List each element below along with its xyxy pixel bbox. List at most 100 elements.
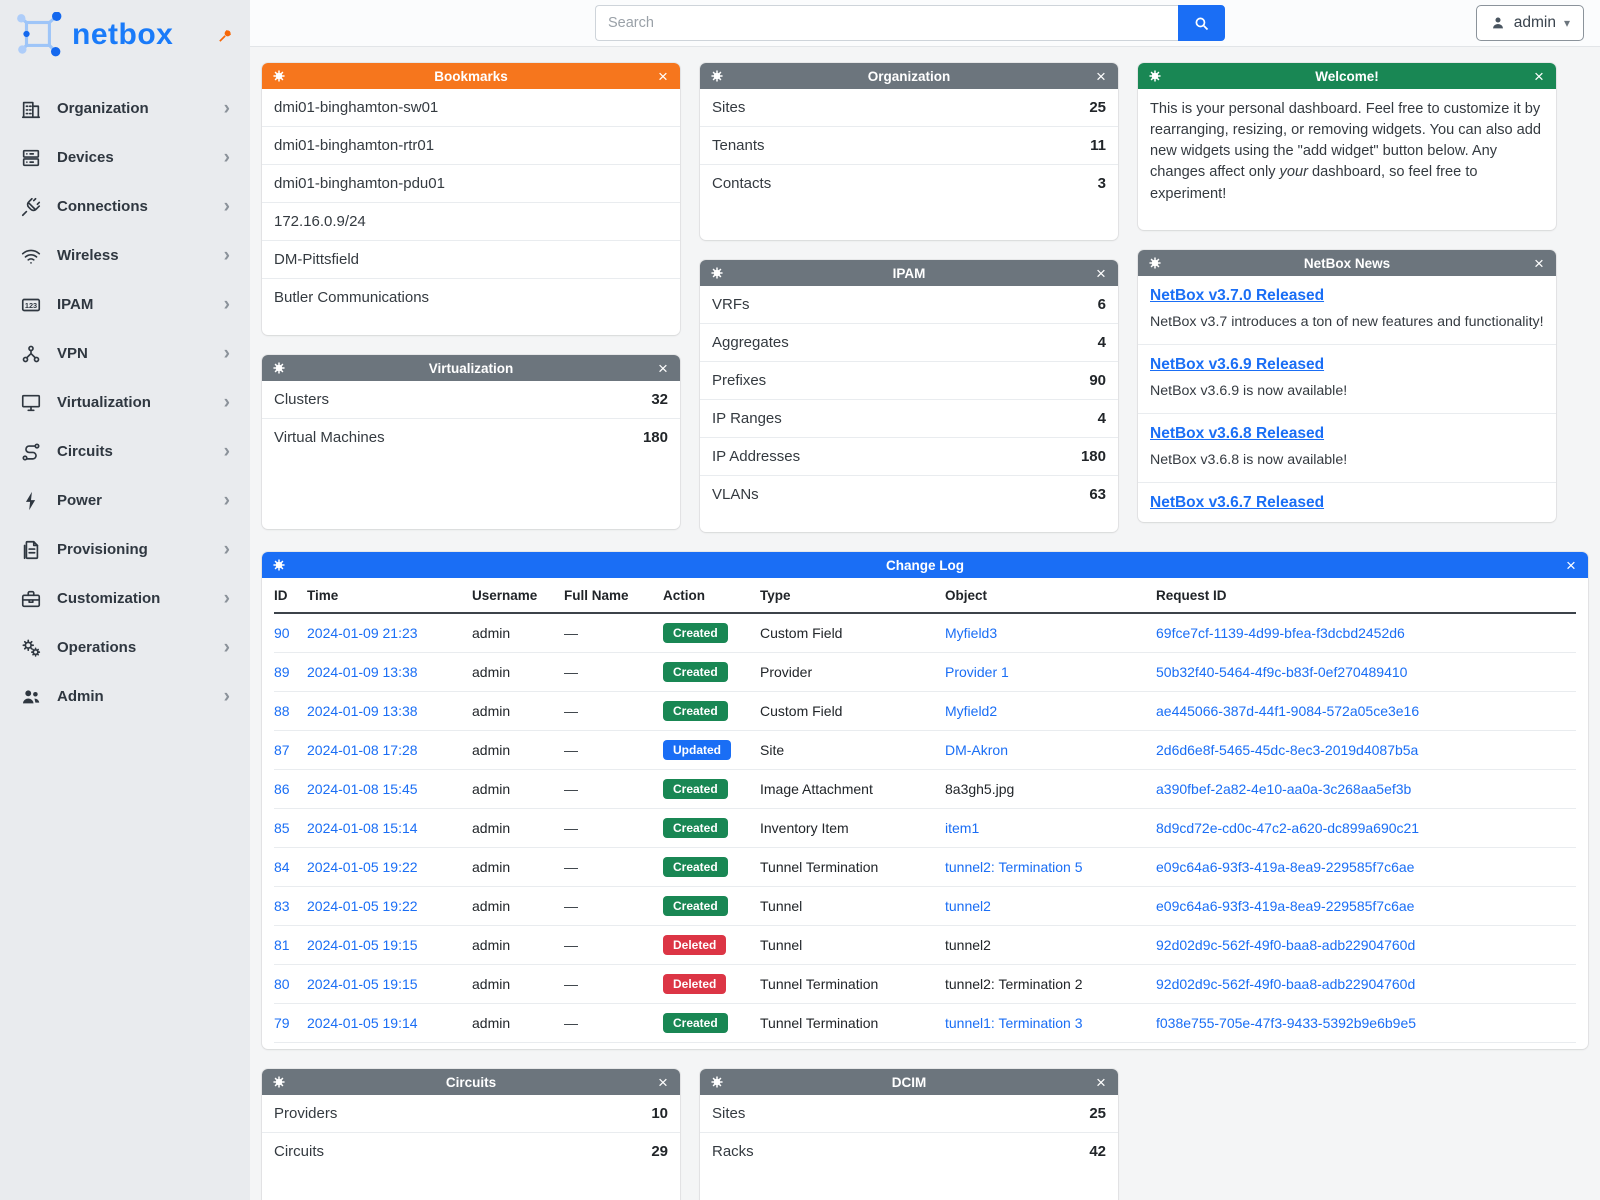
widget-close-icon[interactable] xyxy=(1094,265,1108,282)
widget-close-icon[interactable] xyxy=(1094,68,1108,85)
widget-config-icon[interactable] xyxy=(1148,69,1162,83)
request-id-link[interactable]: 92d02d9c-562f-49f0-baa8-adb22904760d xyxy=(1156,937,1416,953)
change-time-link[interactable]: 2024-01-09 13:38 xyxy=(307,664,418,680)
request-id-link[interactable]: f038e755-705e-47f3-9433-5392b9e6b9e5 xyxy=(1156,1015,1417,1031)
change-object[interactable]: DM-Akron xyxy=(945,742,1009,758)
stat-value[interactable]: 63 xyxy=(1089,486,1106,503)
widget-close-icon[interactable] xyxy=(1564,557,1578,574)
bookmark-item[interactable]: dmi01-binghamton-sw01 xyxy=(274,99,439,116)
sidebar-item[interactable]: Connections xyxy=(0,182,250,231)
netbox-logo-icon[interactable] xyxy=(14,12,64,58)
stat-value[interactable]: 180 xyxy=(642,429,668,446)
news-link[interactable]: NetBox v3.7.0 Released xyxy=(1150,287,1325,304)
search-input[interactable] xyxy=(595,5,1178,41)
sidebar-item[interactable]: Wireless xyxy=(0,231,250,280)
widget-close-icon[interactable] xyxy=(1532,255,1546,272)
search-button[interactable] xyxy=(1178,5,1225,41)
change-object[interactable]: Myfield2 xyxy=(945,703,998,719)
sidebar-item[interactable]: Devices xyxy=(0,133,250,182)
stat-value[interactable]: 25 xyxy=(1089,99,1106,116)
widget-config-icon[interactable] xyxy=(710,266,724,280)
change-id-link[interactable]: 88 xyxy=(274,703,290,719)
change-id-link[interactable]: 89 xyxy=(274,664,290,680)
change-id-link[interactable]: 86 xyxy=(274,781,290,797)
pin-sidebar-icon[interactable] xyxy=(217,27,234,44)
request-id-link[interactable]: 50b32f40-5464-4f9c-b83f-0ef270489410 xyxy=(1156,664,1408,680)
change-id-link[interactable]: 87 xyxy=(274,742,290,758)
change-time-link[interactable]: 2024-01-08 15:14 xyxy=(307,820,418,836)
change-time-link[interactable]: 2024-01-05 19:22 xyxy=(307,859,418,875)
widget-close-icon[interactable] xyxy=(656,1074,670,1091)
request-id-link[interactable]: e09c64a6-93f3-419a-8ea9-229585f7c6ae xyxy=(1156,898,1415,914)
change-time-link[interactable]: 2024-01-05 19:14 xyxy=(307,1015,418,1031)
request-id-link[interactable]: ae445066-387d-44f1-9084-572a05ce3e16 xyxy=(1156,703,1420,719)
bookmark-item[interactable]: 172.16.0.9/24 xyxy=(262,202,680,240)
request-id-link[interactable]: 92d02d9c-562f-49f0-baa8-adb22904760d xyxy=(1156,976,1416,992)
change-object[interactable]: item1 xyxy=(945,820,980,836)
widget-close-icon[interactable] xyxy=(656,68,670,85)
request-id-link[interactable]: 8d9cd72e-cd0c-47c2-a620-dc899a690c21 xyxy=(1156,820,1420,836)
change-id-link[interactable]: 85 xyxy=(274,820,290,836)
stat-value[interactable]: 3 xyxy=(1097,175,1106,192)
widget-close-icon[interactable] xyxy=(1094,1074,1108,1091)
change-object[interactable]: tunnel1: Termination 3 xyxy=(945,1015,1083,1031)
sidebar-item[interactable]: 123 IPAM xyxy=(0,280,250,329)
change-time-link[interactable]: 2024-01-05 19:15 xyxy=(307,976,418,992)
widget-config-icon[interactable] xyxy=(272,361,286,375)
stat-value[interactable]: 4 xyxy=(1097,334,1106,351)
sidebar-item[interactable]: Circuits xyxy=(0,427,250,476)
change-time-link[interactable]: 2024-01-05 19:22 xyxy=(307,898,418,914)
stat-value[interactable]: 90 xyxy=(1089,372,1106,389)
change-object[interactable]: tunnel2 xyxy=(945,898,991,914)
stat-value[interactable]: 180 xyxy=(1080,448,1106,465)
change-time-link[interactable]: 2024-01-09 21:23 xyxy=(307,625,418,641)
sidebar-item[interactable]: VPN xyxy=(0,329,250,378)
widget-config-icon[interactable] xyxy=(272,69,286,83)
stat-value[interactable]: 32 xyxy=(651,391,668,408)
change-object[interactable]: Myfield3 xyxy=(945,625,998,641)
change-time-link[interactable]: 2024-01-08 17:28 xyxy=(307,742,418,758)
request-id-link[interactable]: 69fce7cf-1139-4d99-bfea-f3dcbd2452d6 xyxy=(1156,625,1405,641)
change-time-link[interactable]: 2024-01-09 13:38 xyxy=(307,703,418,719)
sidebar-item[interactable]: Provisioning xyxy=(0,525,250,574)
sidebar-item[interactable]: Customization xyxy=(0,574,250,623)
news-link[interactable]: NetBox v3.6.9 Released xyxy=(1150,355,1325,373)
news-link[interactable]: NetBox v3.6.8 Released xyxy=(1150,424,1325,442)
stat-value[interactable]: 11 xyxy=(1090,137,1106,154)
widget-config-icon[interactable] xyxy=(710,69,724,83)
change-time-link[interactable]: 2024-01-05 19:15 xyxy=(307,937,418,953)
change-id-link[interactable]: 79 xyxy=(274,1015,290,1031)
change-id-link[interactable]: 90 xyxy=(274,625,290,641)
stat-value[interactable]: 10 xyxy=(651,1105,668,1122)
change-object[interactable]: Provider 1 xyxy=(945,664,1009,680)
bookmark-item[interactable]: Butler Communications xyxy=(262,278,680,316)
sidebar-item[interactable]: Operations xyxy=(0,623,250,672)
widget-config-icon[interactable] xyxy=(272,558,286,572)
change-id-link[interactable]: 84 xyxy=(274,859,290,875)
news-link[interactable]: NetBox v3.6.7 Released xyxy=(1150,493,1325,511)
widget-close-icon[interactable] xyxy=(656,360,670,377)
sidebar-item[interactable]: Virtualization xyxy=(0,378,250,427)
widget-config-icon[interactable] xyxy=(1148,256,1162,270)
stat-value[interactable]: 4 xyxy=(1097,410,1106,427)
sidebar-item[interactable]: Organization xyxy=(0,84,250,133)
stat-value[interactable]: 6 xyxy=(1097,296,1106,313)
bookmark-item[interactable]: DM-Pittsfield xyxy=(262,240,680,278)
change-id-link[interactable]: 81 xyxy=(274,937,290,953)
request-id-link[interactable]: 2d6d6e8f-5465-45dc-8ec3-2019d4087b5a xyxy=(1156,742,1419,758)
user-menu-button[interactable]: admin xyxy=(1475,5,1584,41)
bookmark-item[interactable]: dmi01-binghamton-pdu01 xyxy=(262,164,680,202)
widget-config-icon[interactable] xyxy=(272,1075,286,1089)
request-id-link[interactable]: e09c64a6-93f3-419a-8ea9-229585f7c6ae xyxy=(1156,859,1415,875)
change-id-link[interactable]: 80 xyxy=(274,976,290,992)
stat-value[interactable]: 29 xyxy=(651,1143,668,1160)
change-object[interactable]: 8a3gh5.jpg xyxy=(945,781,1015,797)
widget-close-icon[interactable] xyxy=(1532,68,1546,85)
stat-value[interactable]: 25 xyxy=(1089,1105,1106,1122)
change-object[interactable]: tunnel2 xyxy=(945,937,991,953)
change-id-link[interactable]: 83 xyxy=(274,898,290,914)
change-object[interactable]: tunnel2: Termination 5 xyxy=(945,859,1083,875)
sidebar-item[interactable]: Admin xyxy=(0,672,250,721)
request-id-link[interactable]: a390fbef-2a82-4e10-aa0a-3c268aa5ef3b xyxy=(1156,781,1412,797)
bookmark-item[interactable]: dmi01-binghamton-rtr01 xyxy=(262,126,680,164)
